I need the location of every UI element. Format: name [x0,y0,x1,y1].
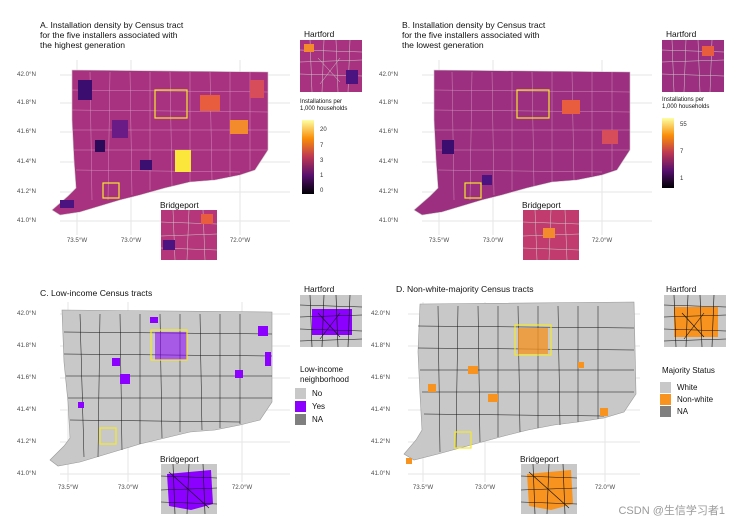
legend-tick: 7 [320,143,324,149]
lon-label: 72.0°W [594,484,616,491]
legend-tick: 1 [680,176,684,182]
lat-label: 41.4°N [17,406,36,413]
lat-label: 41.6°N [17,374,36,381]
inset-bridgeport-map [161,210,217,260]
panel-d: D. Non-white-majority Census tracts 42.0… [368,262,737,524]
inset-bridgeport-title: Bridgeport [160,454,199,464]
legend-label: No [312,389,323,398]
inset-hartford-map [664,295,726,347]
panel-b-title: B. Installation density by Census tract … [402,20,546,50]
legend-swatch [295,414,306,425]
legend-tick: 20 [320,127,327,133]
legend-tick: 7 [680,149,684,155]
lon-label: 72.0°W [591,237,613,244]
legend-item-no: No [295,388,322,399]
legend-label: Non-white [677,395,714,404]
panel-b: B. Installation density by Census tract … [362,0,737,262]
legend-tick: 0 [320,188,324,194]
legend-tick: 1 [320,173,324,179]
inset-bridgeport-map [523,210,579,260]
lon-label: 73.0°W [120,237,142,244]
panel-a: A. Installation density by Census tract … [0,0,368,262]
legend-swatch [295,401,306,412]
lon-label: 73.5°W [412,484,434,491]
panel-c-map [49,302,290,482]
lat-label: 41.6°N [17,128,36,135]
panel-a-title: A. Installation density by Census tract … [40,20,184,50]
lat-label: 41.2°N [379,188,398,195]
lon-label: 73.0°W [474,484,496,491]
lat-label: 41.4°N [379,158,398,165]
lat-label: 41.4°N [371,406,390,413]
legend-item-na: NA [660,406,688,417]
panel-d-map [403,301,640,482]
legend-item-white: White [660,382,697,393]
lon-label: 73.0°W [482,237,504,244]
inset-bridgeport-map [521,464,577,514]
legend-colorbar [302,120,314,194]
legend-title: Installations per 1,000 households [662,97,710,110]
legend-swatch [660,394,671,405]
inset-hartford-title: Hartford [304,284,335,294]
inset-hartford-title: Hartford [666,284,697,294]
lat-label: 42.0°N [371,310,390,317]
lat-label: 41.4°N [17,158,36,165]
lat-label: 41.6°N [371,374,390,381]
panel-c-title: C. Low-income Census tracts [40,288,153,298]
legend-swatch [660,382,671,393]
lat-label: 41.8°N [17,99,36,106]
inset-bridgeport-title: Bridgeport [522,200,561,210]
legend-tick: 3 [320,158,324,164]
lat-label: 41.0°N [379,217,398,224]
legend-swatch [295,388,306,399]
lon-label: 73.0°W [117,484,139,491]
lon-label: 73.5°W [66,237,88,244]
panel-c: C. Low-income Census tracts 42.0°N 41.8°… [0,262,368,524]
lat-label: 41.2°N [17,188,36,195]
inset-hartford-map [662,40,724,92]
lat-label: 41.2°N [17,438,36,445]
lat-label: 42.0°N [17,310,36,317]
panel-d-title: D. Non-white-majority Census tracts [396,284,534,294]
inset-hartford-map [300,295,362,347]
lon-label: 73.5°W [428,237,450,244]
inset-bridgeport-map [161,464,217,514]
legend-tick: 55 [680,122,687,128]
legend-item-yes: Yes [295,401,325,412]
legend-item-nonwhite: Non-white [660,394,713,405]
lat-label: 41.8°N [379,99,398,106]
legend-title: Installations per 1,000 households [300,99,348,112]
lat-label: 41.0°N [371,470,390,477]
lat-label: 42.0°N [379,71,398,78]
legend-colorbar [662,118,674,188]
lat-label: 41.8°N [17,342,36,349]
lon-label: 73.5°W [57,484,79,491]
legend-title: Majority Status [662,366,715,375]
panel-a-map [51,60,290,235]
lat-label: 41.0°N [17,217,36,224]
lat-label: 41.6°N [379,128,398,135]
legend-title: Low-income neighborhood [300,365,349,384]
panel-b-map [413,60,652,235]
lon-label: 72.0°W [231,484,253,491]
legend-swatch [660,406,671,417]
lat-label: 41.0°N [17,470,36,477]
legend-label: Yes [312,402,326,411]
lat-label: 42.0°N [17,71,36,78]
legend-label: White [677,383,698,392]
legend-item-na: NA [295,414,323,425]
watermark: CSDN @生信学习者1 [618,505,725,517]
inset-bridgeport-title: Bridgeport [520,454,559,464]
inset-hartford-title: Hartford [304,29,335,39]
lon-label: 72.0°W [229,237,251,244]
legend-label: NA [677,407,689,416]
lat-label: 41.2°N [371,438,390,445]
lat-label: 41.8°N [371,342,390,349]
inset-bridgeport-title: Bridgeport [160,200,199,210]
legend-label: NA [312,415,324,424]
inset-hartford-title: Hartford [666,29,697,39]
inset-hartford-map [300,40,362,92]
